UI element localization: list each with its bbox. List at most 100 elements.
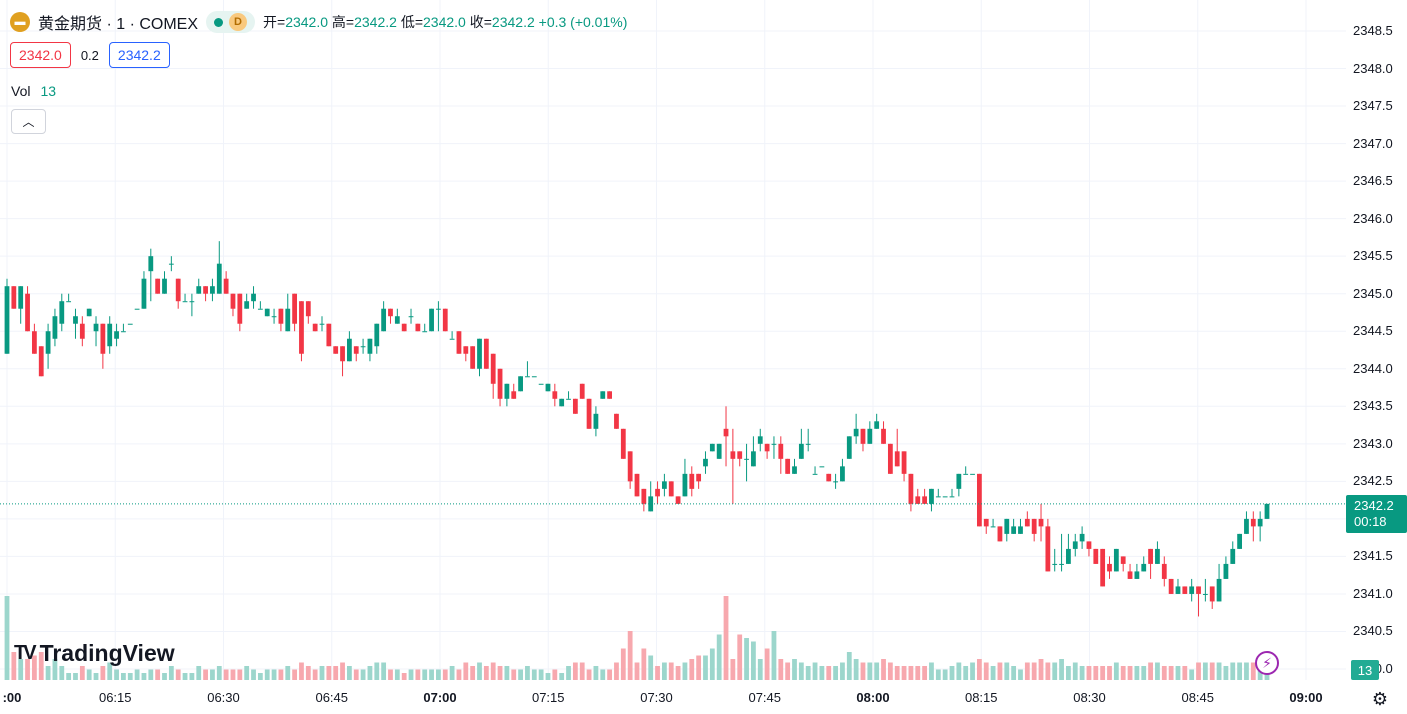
symbol-title[interactable]: 黄金期货 · 1 · COMEX <box>38 16 199 33</box>
candle-body <box>1244 518 1249 534</box>
volume-bar <box>846 652 852 680</box>
candle-body <box>1011 526 1017 534</box>
volume-legend[interactable]: Vol 13 <box>11 83 56 99</box>
candle-body <box>278 308 284 324</box>
tradingview-logo[interactable]: TV TradingView <box>14 640 175 667</box>
candlestick <box>525 361 530 378</box>
candlestick <box>4 278 10 354</box>
price-tick-label: 2348.0 <box>1353 60 1393 76</box>
volume-bar <box>983 662 989 680</box>
volume-bar <box>963 666 969 680</box>
volume-bar <box>216 666 222 680</box>
candlestick <box>819 466 825 468</box>
candlestick <box>25 286 30 332</box>
candlestick <box>970 473 975 475</box>
candle-body <box>805 443 811 445</box>
volume-bar <box>79 666 85 680</box>
volume-bar <box>114 669 119 680</box>
candlestick <box>757 428 763 452</box>
candlestick <box>935 488 941 498</box>
candle-body <box>1107 563 1112 572</box>
candle-body <box>45 331 51 354</box>
candle-body <box>990 526 996 528</box>
candle-body <box>627 451 633 482</box>
candle-body <box>778 443 784 459</box>
candle-body <box>292 293 298 324</box>
volume-bar <box>52 659 58 680</box>
candle-body <box>1066 548 1071 564</box>
candlestick <box>655 481 660 504</box>
candlestick <box>922 488 928 504</box>
candle-body <box>86 308 92 317</box>
volume-bar <box>168 666 174 680</box>
volume-bar <box>531 669 537 680</box>
volume-bar <box>319 666 325 680</box>
candle-body <box>196 286 202 294</box>
candle-body <box>730 451 736 459</box>
volume-bar <box>73 673 78 680</box>
candlestick <box>429 308 434 332</box>
volume-bar <box>901 666 907 680</box>
volume-bar <box>518 669 523 680</box>
candlestick <box>31 323 37 354</box>
candle-body <box>162 278 167 294</box>
volume-bar <box>360 669 366 680</box>
volume-bar <box>1237 662 1243 680</box>
gold-bars-icon[interactable]: ▬ <box>10 12 30 32</box>
time-tick-label: 08:00 <box>856 690 890 705</box>
volume-bar <box>299 662 304 680</box>
candle-body <box>812 473 818 475</box>
candlestick <box>826 473 832 482</box>
volume-bar <box>162 673 167 680</box>
candle-body <box>1216 578 1222 602</box>
candlestick <box>374 323 380 354</box>
price-tick-label: 2347.5 <box>1353 98 1393 114</box>
candle-body <box>1086 541 1092 549</box>
candle-body <box>326 323 332 347</box>
volume-bar <box>196 666 202 680</box>
volume-bar <box>148 669 154 680</box>
volume-bar <box>1024 662 1030 680</box>
gear-icon[interactable]: ⚙ <box>1371 688 1389 709</box>
candle-body <box>1175 586 1181 594</box>
candle-body <box>216 263 222 294</box>
candlestick <box>1250 511 1256 542</box>
tradingview-wordmark: TradingView <box>39 640 175 666</box>
candle-body <box>182 301 188 303</box>
volume-bar <box>381 662 387 680</box>
candlestick <box>593 406 599 437</box>
volume-bar <box>477 662 482 680</box>
candle-body <box>251 293 256 302</box>
time-tick-label: 06:15 <box>98 690 132 705</box>
sell-price-button[interactable]: 2342.0 <box>10 42 71 68</box>
close-label: 收= <box>469 14 492 30</box>
volume-bar <box>1134 666 1140 680</box>
candlestick <box>449 331 455 340</box>
candlesticks <box>4 241 1270 617</box>
buy-price-button[interactable]: 2342.2 <box>108 42 170 68</box>
volume-bar <box>257 673 263 680</box>
market-open-dot-icon <box>214 17 224 27</box>
candle-body <box>956 473 962 489</box>
candlestick <box>531 376 537 378</box>
candlestick <box>168 256 174 272</box>
candlestick <box>860 428 866 452</box>
volume-bar <box>1038 659 1044 680</box>
candle-body <box>374 323 380 347</box>
candlestick <box>1244 511 1249 534</box>
collapse-legend-button[interactable]: ︿ <box>11 109 46 134</box>
volume-bar <box>970 662 975 680</box>
market-status-pill[interactable]: D <box>206 11 256 33</box>
candle-body <box>1052 563 1058 565</box>
lightning-icon[interactable]: ⚡ <box>1255 651 1279 675</box>
candlestick <box>840 458 845 482</box>
volume-bar <box>805 666 811 680</box>
candle-body <box>1230 548 1236 564</box>
candle-body <box>600 391 606 399</box>
candlestick <box>1052 548 1058 572</box>
candlestick <box>483 338 489 369</box>
candlestick <box>675 496 681 504</box>
candle-body <box>846 436 852 459</box>
candlestick <box>244 293 250 309</box>
